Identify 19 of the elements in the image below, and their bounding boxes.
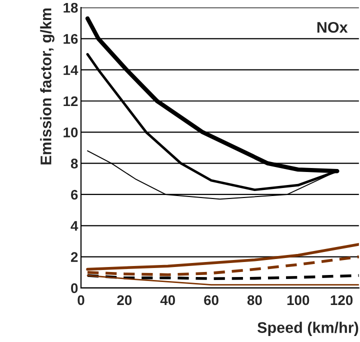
y-tick-label: 14 bbox=[64, 65, 78, 75]
x-tick-label: 100 bbox=[287, 295, 310, 306]
x-tick-label: 120 bbox=[330, 295, 353, 306]
y-tick-label: 16 bbox=[64, 34, 78, 44]
x-tick-label: 80 bbox=[247, 295, 262, 306]
y-axis-title: Emission factor, g/km bbox=[40, 8, 54, 164]
y-tick-label: 10 bbox=[64, 128, 78, 138]
y-tick-label: 2 bbox=[70, 252, 78, 262]
y-tick-label: 0 bbox=[71, 283, 78, 294]
y-tick-label: 18 bbox=[64, 2, 78, 13]
y-tick-label: 12 bbox=[64, 96, 78, 106]
x-axis-title: Speed (km/hr) bbox=[257, 322, 358, 336]
x-tick-label: 40 bbox=[160, 295, 176, 306]
y-tick-label: 4 bbox=[70, 221, 78, 231]
y-tick-label: 6 bbox=[71, 190, 78, 200]
x-tick-label: 60 bbox=[204, 295, 218, 306]
annotation: NOx bbox=[317, 22, 348, 33]
y-tick-label: 8 bbox=[70, 158, 78, 168]
x-tick-label: 20 bbox=[117, 295, 132, 306]
